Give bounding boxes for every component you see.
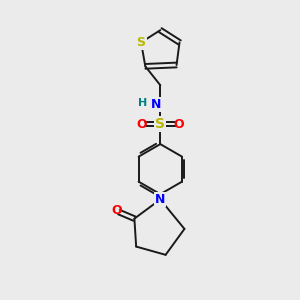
Text: O: O bbox=[111, 204, 122, 217]
Text: O: O bbox=[137, 118, 147, 130]
Text: H: H bbox=[138, 98, 147, 108]
Text: O: O bbox=[173, 118, 184, 130]
Text: S: S bbox=[136, 36, 146, 49]
Text: N: N bbox=[151, 98, 161, 111]
Text: N: N bbox=[155, 193, 166, 206]
Text: S: S bbox=[155, 117, 165, 131]
